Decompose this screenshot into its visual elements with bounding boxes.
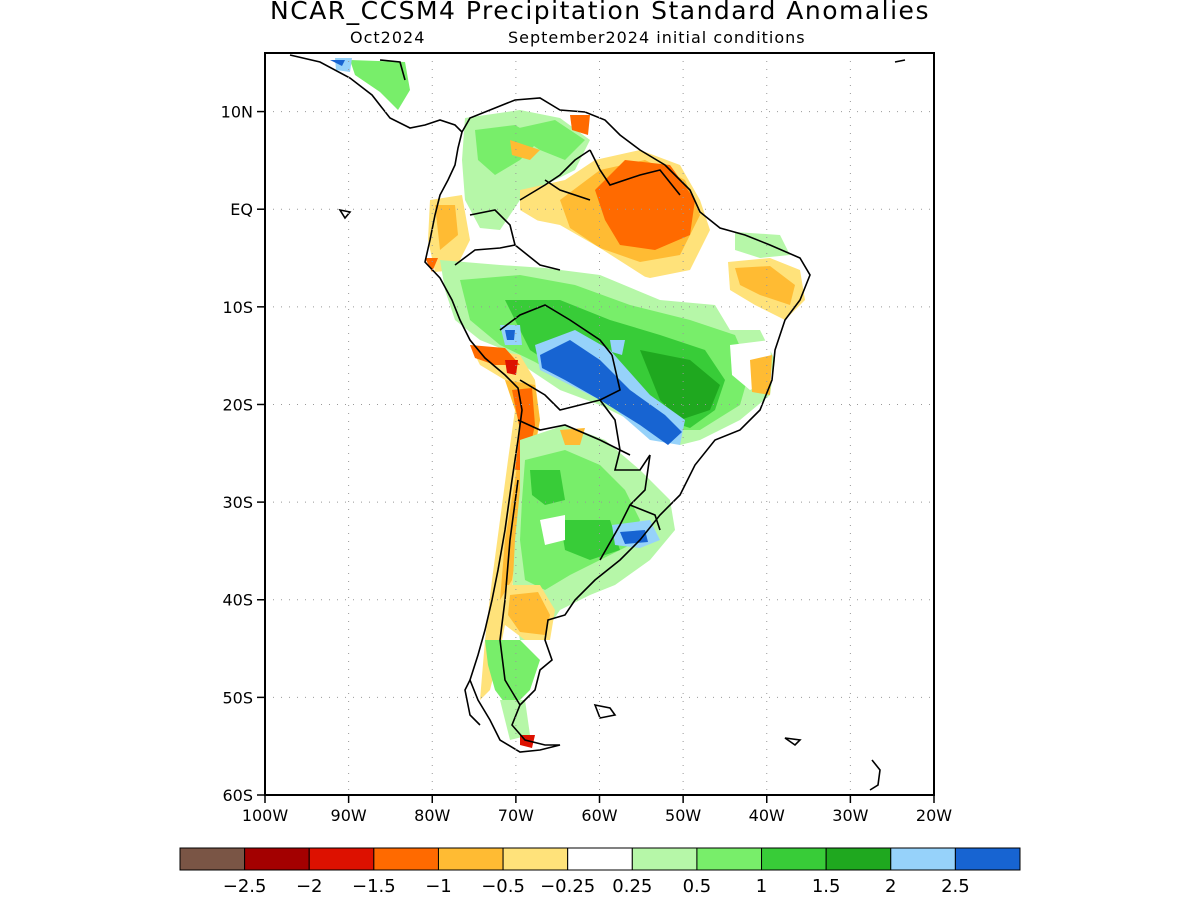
colorbar-label: −2.5 — [223, 876, 267, 897]
colorbar-label: −0.5 — [481, 876, 525, 897]
lon-tick-label: 70W — [498, 806, 534, 825]
anomaly-shading — [330, 58, 805, 748]
colorbar-swatch — [890, 847, 956, 871]
colorbar-swatch — [696, 847, 763, 871]
lon-tick-label: 50W — [665, 806, 701, 825]
lon-tick-label: 100W — [242, 806, 289, 825]
colorbar-swatch — [631, 847, 698, 871]
lat-tick-label: 10S — [222, 298, 253, 317]
lon-tick-label: 40W — [749, 806, 785, 825]
subtitle-initial-conditions: September2024 initial conditions — [508, 28, 806, 47]
south-america-outline — [424, 97, 811, 753]
colorbar-swatch — [954, 847, 1021, 871]
colorbar-swatch — [373, 847, 439, 871]
colorbar: −2.5 −2 −1.5 −1 −0.5 −0.25 0.25 0.5 1 1.5 2 2.5 — [179, 847, 1021, 897]
colorbar-swatch — [567, 847, 633, 871]
anomaly-pantanal-strong — [540, 340, 682, 445]
colorbar-label: −2 — [296, 876, 323, 897]
lon-tick-label: 80W — [414, 806, 450, 825]
colorbar-swatch — [179, 847, 246, 871]
colorbar-label: 1.5 — [812, 876, 841, 897]
colorbar-label: −1 — [425, 876, 452, 897]
colorbar-swatch — [244, 847, 310, 871]
lon-tick-label: 60W — [581, 806, 617, 825]
page-title: NCAR_CCSM4 Precipitation Standard Anomal… — [270, 0, 930, 25]
colorbar-swatch — [437, 847, 504, 871]
colorbar-swatch — [825, 847, 892, 871]
lon-tick-label: 90W — [331, 806, 367, 825]
lat-tick-label: 30S — [222, 493, 253, 512]
colorbar-label: 1 — [756, 876, 767, 897]
lat-tick-label: 10N — [221, 103, 253, 122]
lat-tick-label: 50S — [222, 688, 253, 707]
lat-tick-label: 20S — [222, 395, 253, 414]
colorbar-label: 0.5 — [683, 876, 712, 897]
colorbar-label: 2 — [885, 876, 896, 897]
colorbar-label: −0.25 — [540, 876, 595, 897]
lat-tick-label: EQ — [230, 200, 253, 219]
lat-tick-label: 60S — [222, 786, 253, 805]
subtitle-month: Oct2024 — [350, 28, 426, 47]
lon-tick-label: 20W — [916, 806, 952, 825]
anomaly-central-america — [350, 60, 410, 110]
colorbar-swatch — [502, 847, 569, 871]
central-america-outline — [289, 54, 463, 133]
lat-tick-label: 40S — [222, 591, 253, 610]
colorbar-swatch — [761, 847, 827, 871]
coastline — [289, 54, 906, 791]
lon-tick-label: 30W — [832, 806, 868, 825]
colorbar-label: 2.5 — [941, 876, 970, 897]
colorbar-label: 0.25 — [612, 876, 652, 897]
colorbar-label: −1.5 — [352, 876, 396, 897]
colorbar-swatch — [308, 847, 375, 871]
